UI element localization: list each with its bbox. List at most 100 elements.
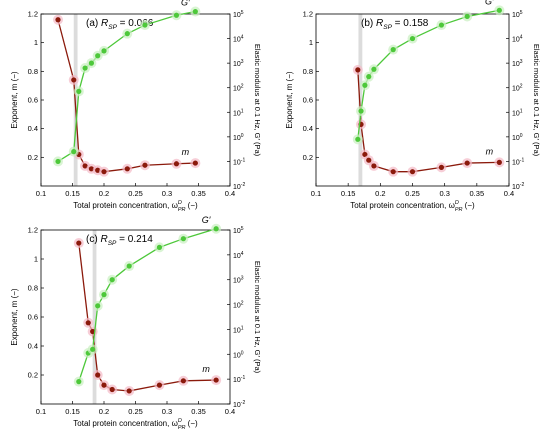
- data-point-g-prime: [101, 48, 107, 54]
- y-right-tick-label: 102: [512, 84, 523, 93]
- x-axis-title-tail: (−): [462, 201, 475, 210]
- y-right-tick-base: 10: [233, 327, 241, 334]
- rsp-value: = 0.214: [116, 234, 153, 245]
- y-right-tick-exp: 5: [241, 10, 244, 16]
- data-point-m: [438, 164, 445, 170]
- y-right-tick-base: 10: [233, 135, 241, 142]
- x-axis-title-sup: D: [178, 200, 182, 206]
- panel-label: (a): [86, 18, 101, 29]
- x-tick-label: 0.1: [36, 407, 46, 416]
- y-right-tick-base: 10: [233, 278, 241, 285]
- panel-label: (c): [86, 234, 100, 245]
- series-label-g-prime: G′: [485, 0, 494, 6]
- y-right-tick-label: 105: [233, 226, 244, 235]
- y-right-tick-base: 10: [233, 37, 241, 44]
- x-tick-label: 0.15: [341, 189, 356, 198]
- x-axis-title-main: Total protein concentration, ω: [73, 201, 178, 210]
- y-right-tick-label: 104: [512, 35, 523, 44]
- transition-band: [92, 230, 97, 404]
- x-axis-title-tail: (−): [185, 419, 198, 428]
- y-right-tick-label: 10-2: [233, 400, 245, 409]
- x-tick-label: 0.4: [225, 407, 235, 416]
- y-right-tick-base: 10: [233, 402, 241, 409]
- data-point-m: [109, 386, 115, 393]
- data-point-m: [192, 160, 198, 166]
- y-right-tick-exp: 4: [520, 35, 523, 41]
- y-left-tick-label: 0.6: [28, 313, 38, 322]
- y-right-tick-base: 10: [233, 61, 241, 68]
- data-point-g-prime: [192, 8, 198, 15]
- y-right-tick-exp: 2: [241, 301, 244, 307]
- series-line-m: [357, 69, 500, 173]
- rsp-subscript: SP: [108, 24, 117, 31]
- data-point-m: [366, 157, 372, 163]
- y-left-axis-title: Exponent, m (−): [10, 288, 19, 345]
- data-point-g-prime: [173, 12, 180, 18]
- data-point-m: [464, 160, 470, 166]
- y-left-axis-title: Exponent, m (−): [285, 71, 294, 128]
- y-right-tick-base: 10: [512, 159, 520, 166]
- data-point-m: [85, 320, 91, 326]
- y-right-tick-label: 104: [233, 251, 244, 260]
- y-right-tick-label: 10-1: [233, 157, 245, 166]
- y-right-tick-exp: 3: [241, 276, 244, 282]
- y-right-tick-exp: 1: [520, 108, 523, 114]
- data-point-m: [213, 377, 219, 383]
- rsp-subscript: SP: [108, 240, 117, 247]
- series-label-m: m: [202, 364, 210, 374]
- data-point-g-prime: [438, 22, 445, 28]
- y-right-tick-base: 10: [233, 303, 241, 310]
- y-right-tick-base: 10: [233, 86, 241, 93]
- data-point-g-prime: [390, 47, 396, 53]
- data-point-g-prime: [366, 74, 372, 80]
- data-point-g-prime: [358, 108, 364, 114]
- x-tick-label: 0.25: [128, 407, 143, 416]
- y-right-tick-label: 102: [233, 301, 244, 310]
- series-label-m: m: [486, 146, 494, 156]
- y-left-tick-label: 0.2: [303, 153, 313, 162]
- y-right-tick-exp: -2: [520, 182, 525, 188]
- series-label-m: m: [182, 147, 190, 157]
- data-point-g-prime: [142, 22, 148, 28]
- data-point-g-prime: [124, 31, 130, 37]
- y-right-tick-exp: 4: [241, 35, 244, 41]
- y-right-tick-exp: 4: [241, 251, 244, 257]
- y-right-tick-label: 10-1: [512, 157, 524, 166]
- x-axis-title-sub: PR: [455, 207, 463, 213]
- y-left-tick-label: 0.2: [28, 153, 38, 162]
- y-right-axis-title: Elastic modulus at 0.1 Hz, G′ (Pa): [253, 261, 262, 374]
- data-point-g-prime: [95, 53, 101, 59]
- y-left-tick-label: 1: [34, 255, 38, 264]
- data-point-g-prime: [213, 226, 219, 232]
- rsp-symbol: R: [101, 18, 108, 29]
- y-right-tick-exp: -1: [520, 157, 525, 163]
- data-point-m: [362, 151, 368, 158]
- rsp-symbol: R: [100, 234, 107, 245]
- x-tick-label: 0.2: [99, 189, 109, 198]
- y-right-tick-label: 105: [512, 10, 523, 19]
- data-point-m: [126, 388, 132, 394]
- x-axis-title-sub: PR: [178, 425, 186, 431]
- y-right-tick-base: 10: [233, 253, 241, 260]
- y-right-axis-title: Elastic modulus at 0.1 Hz, G′ (Pa): [253, 44, 262, 157]
- chart-panel-3: 0.1 0.15 0.2 0.25 0.3 0.35 0.4 0.2 0.4 0.6 0.8 1 1.2…: [10, 215, 262, 431]
- rsp-value: = 0.066: [117, 18, 154, 29]
- data-point-m: [95, 167, 101, 173]
- y-right-tick-base: 10: [233, 352, 241, 359]
- y-right-tick-exp: 3: [241, 59, 244, 65]
- y-right-tick-base: 10: [233, 377, 241, 384]
- x-tick-label: 0.15: [65, 189, 80, 198]
- data-point-m: [496, 159, 502, 165]
- series-line-m: [78, 242, 217, 392]
- data-point-m: [55, 17, 61, 23]
- data-point-m: [180, 378, 186, 384]
- x-tick-label: 0.2: [99, 407, 109, 416]
- data-point-g-prime: [82, 65, 88, 71]
- y-right-tick-exp: -2: [241, 182, 246, 188]
- y-right-axis-title: Elastic modulus at 0.1 Hz, G′ (Pa): [532, 44, 541, 157]
- y-right-tick-exp: 2: [520, 84, 523, 90]
- x-axis-title: Total protein concentration, ωD PR (−): [73, 200, 198, 213]
- x-tick-label: 0.2: [375, 189, 385, 198]
- data-point-m: [355, 67, 361, 73]
- data-point-g-prime: [101, 292, 107, 298]
